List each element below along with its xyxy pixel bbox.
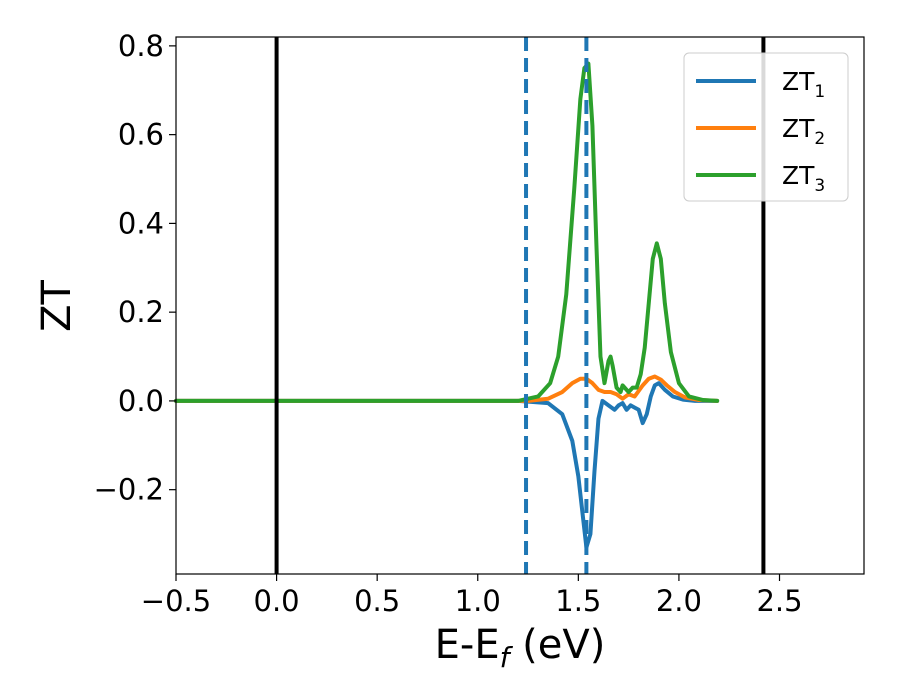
x-axis-label: E-Ef (eV) [435,622,606,674]
legend-label-1: ZT1 [782,67,825,102]
series-line-3 [174,61,720,403]
x-tick-label: 1.0 [455,584,501,618]
x-tick-label: 0.5 [354,584,400,618]
legend-box [683,52,849,202]
x-tick-label: 2.5 [756,584,802,618]
legend-label-2: ZT2 [782,114,825,149]
x-tick-label: 0.0 [254,584,300,618]
y-tick-label: 0.4 [118,206,164,240]
series-line-2 [174,374,720,403]
x-tick-label: 2.0 [656,584,702,618]
y-axis-ticks: −0.2 0.0 0.2 0.4 0.6 0.8 [94,29,176,507]
y-axis-label: ZT [34,280,80,332]
y-tick-label: 0.8 [118,29,164,63]
y-tick-label: 0.6 [118,118,164,152]
plot-frame [175,36,865,575]
y-tick-label: −0.2 [94,473,164,507]
legend-label-3: ZT3 [782,161,825,196]
y-tick-label: 0.2 [118,295,164,329]
legend: ZT1 ZT2 ZT3 [683,52,849,202]
series-line-1 [174,381,720,550]
y-tick-label: 0.0 [118,384,164,418]
x-tick-label: 1.5 [555,584,601,618]
x-axis-ticks: −0.5 0.0 0.5 1.0 1.5 2.0 2.5 [141,574,803,618]
plot-lines [174,61,720,550]
x-tick-label: −0.5 [141,584,211,618]
